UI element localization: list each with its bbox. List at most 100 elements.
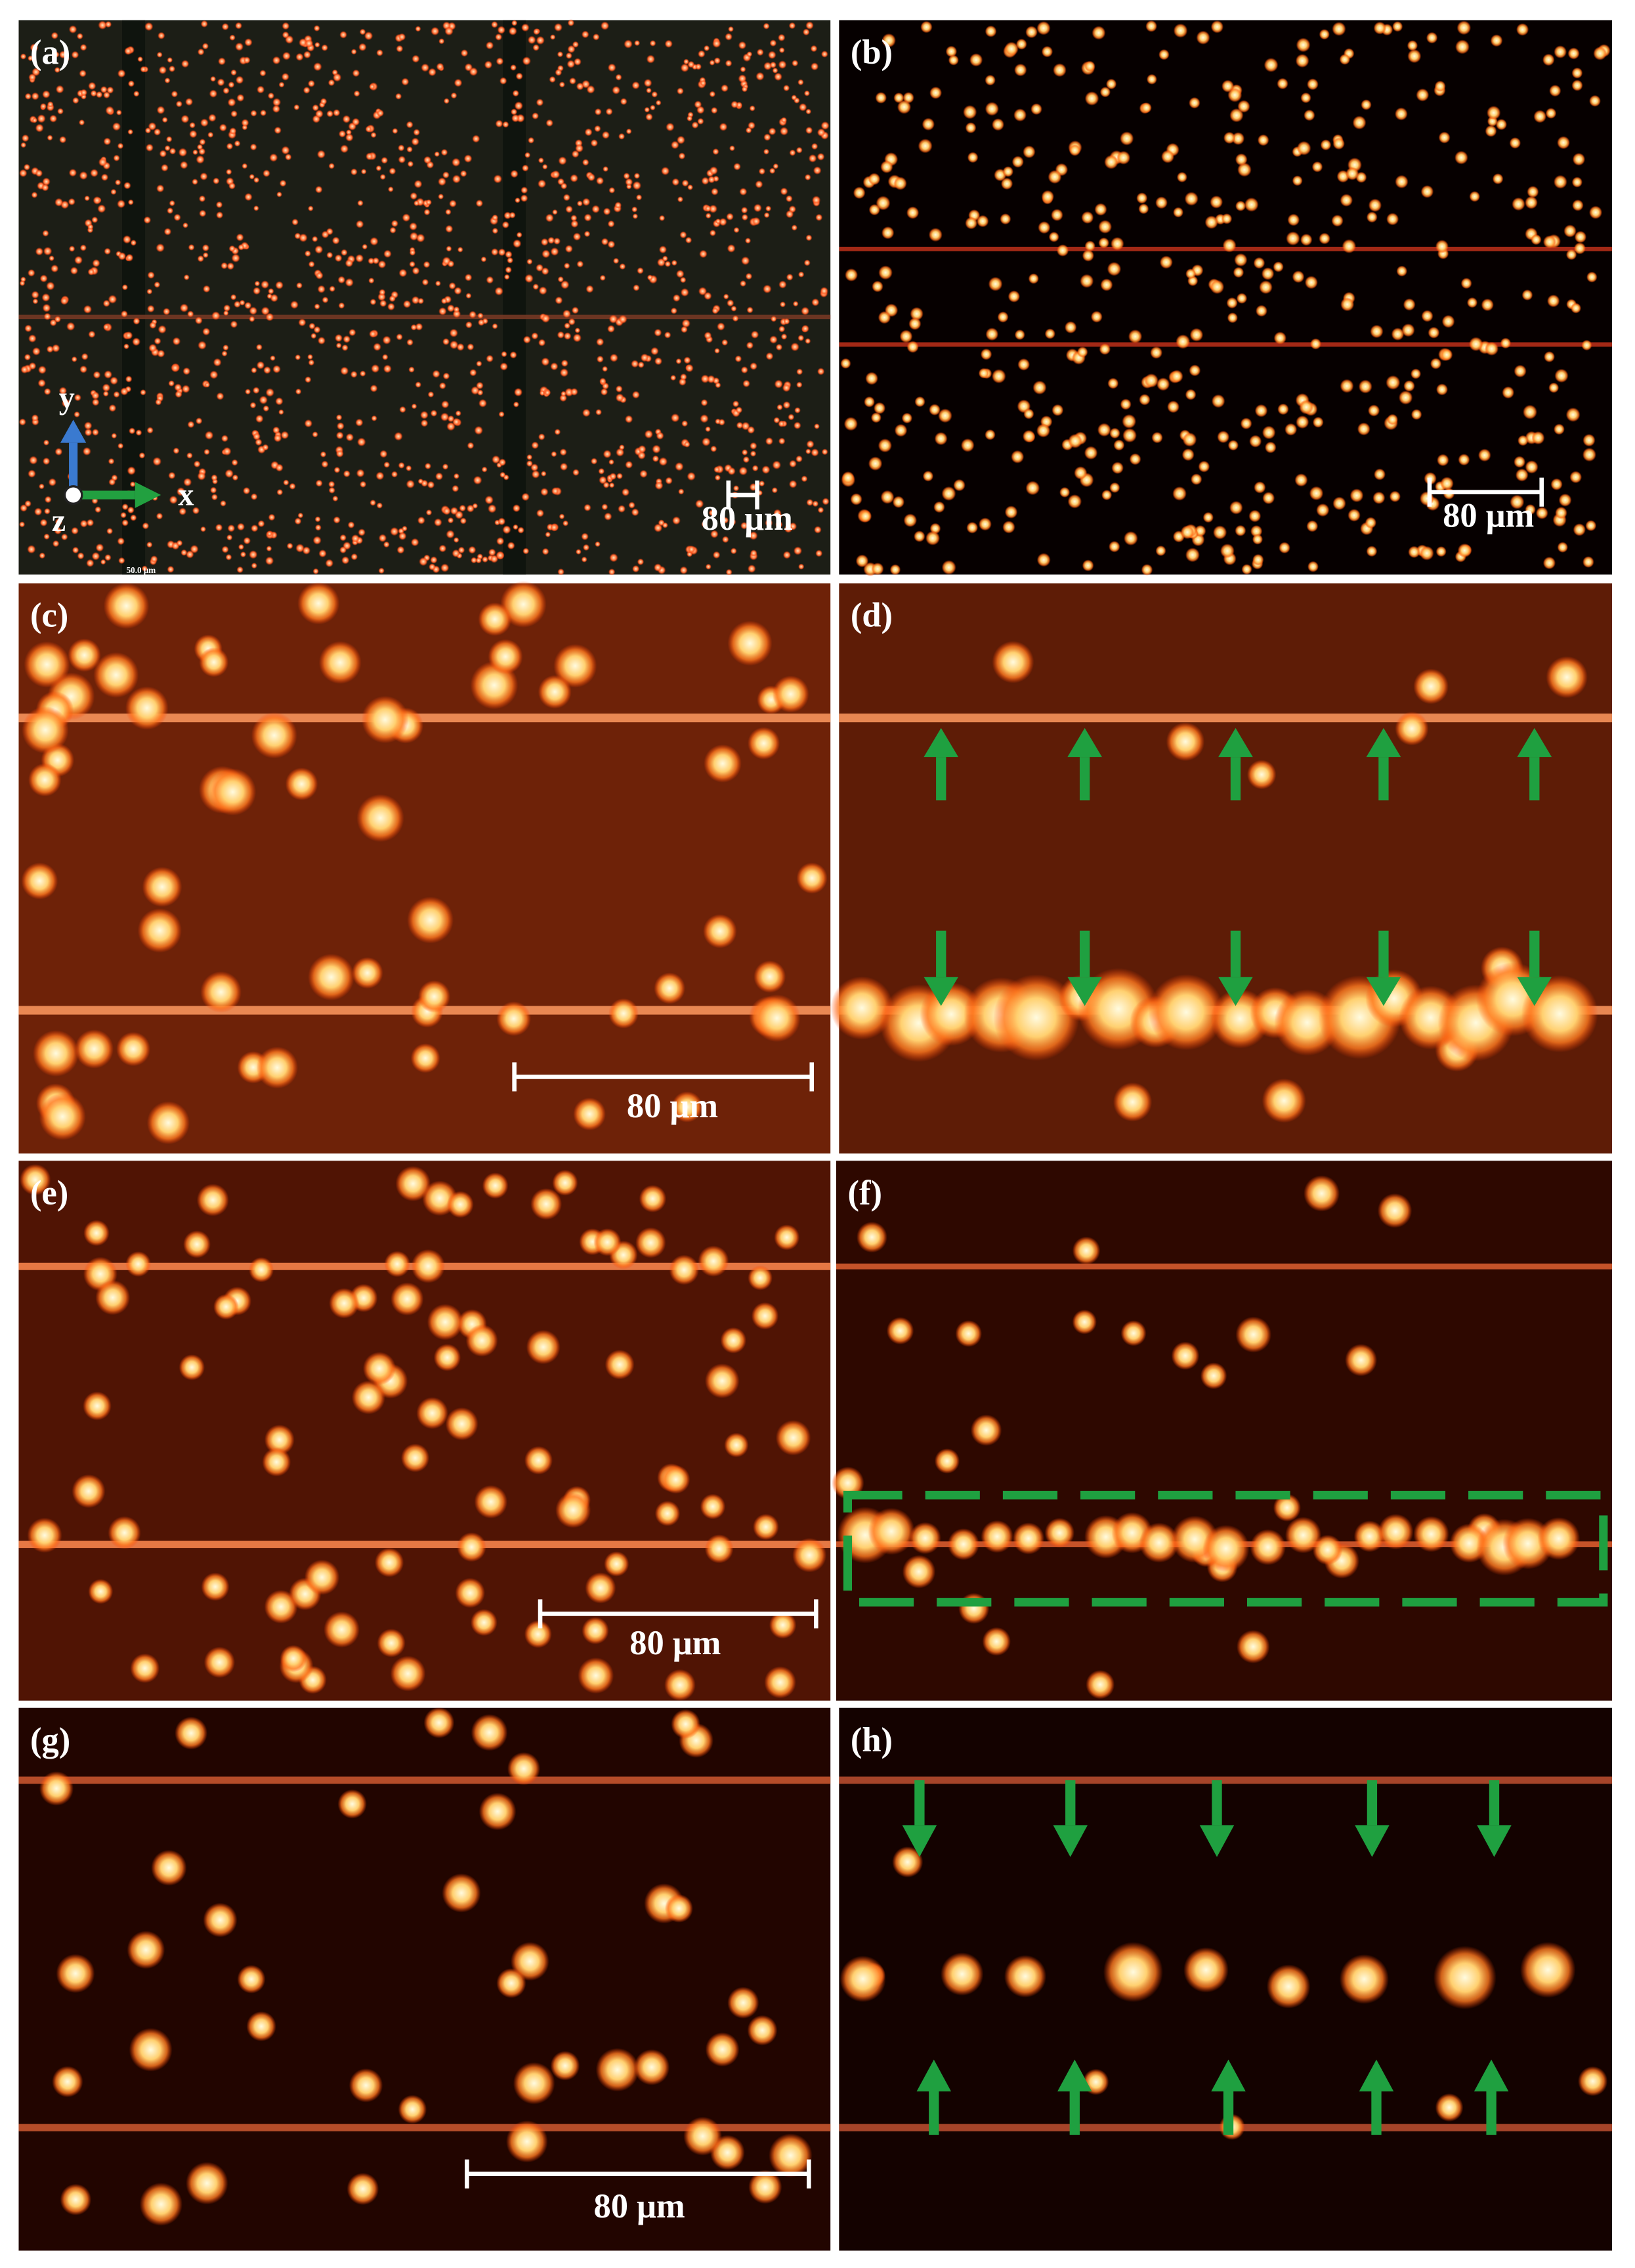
particle	[1098, 220, 1113, 234]
particle	[1172, 486, 1187, 501]
particle	[632, 181, 642, 190]
particle	[1573, 523, 1586, 536]
particle	[655, 100, 662, 106]
particle	[738, 74, 747, 83]
particle	[1072, 1236, 1101, 1265]
particle	[515, 197, 520, 203]
particle	[538, 675, 572, 709]
particle	[156, 51, 163, 58]
particle	[196, 144, 203, 150]
particle	[180, 114, 190, 123]
particle	[57, 108, 64, 115]
particle	[46, 345, 54, 353]
particle	[1236, 293, 1248, 304]
particle	[181, 60, 190, 68]
particle	[249, 143, 257, 151]
particle	[1285, 423, 1298, 436]
particle	[297, 512, 304, 519]
particle	[723, 293, 729, 300]
particle	[1004, 505, 1018, 519]
particle	[505, 250, 513, 259]
particle	[140, 66, 147, 73]
particle	[448, 282, 456, 290]
particle	[665, 477, 673, 484]
particle	[265, 388, 274, 397]
particle	[963, 105, 977, 119]
particle	[517, 526, 524, 534]
particle	[496, 1968, 526, 1998]
particle	[417, 478, 424, 484]
particle	[738, 41, 747, 50]
particle	[661, 166, 670, 176]
particle	[1546, 656, 1588, 698]
particle	[282, 22, 290, 30]
particle	[375, 471, 385, 481]
particle	[276, 191, 282, 198]
particle	[202, 244, 209, 252]
particle	[339, 534, 347, 542]
particle	[982, 1627, 1011, 1656]
particle	[415, 26, 421, 32]
particle	[221, 351, 228, 357]
particle	[1485, 341, 1499, 356]
particle	[981, 1520, 1013, 1553]
particle	[83, 421, 93, 430]
particle	[1531, 431, 1545, 445]
particle	[243, 56, 251, 64]
particle	[1113, 439, 1125, 451]
particle	[68, 638, 101, 672]
particle	[270, 293, 278, 303]
electrode-line	[18, 314, 831, 320]
particle	[117, 252, 127, 261]
particle	[345, 133, 354, 142]
particle	[446, 530, 455, 539]
particle	[268, 288, 274, 295]
particle	[39, 483, 45, 490]
particle	[784, 524, 793, 533]
particle	[484, 495, 494, 505]
particle	[221, 262, 228, 270]
particle	[625, 415, 633, 423]
particle	[108, 458, 115, 465]
particle	[1339, 54, 1351, 65]
particle	[687, 115, 693, 122]
particle	[934, 432, 948, 446]
particle	[1440, 349, 1453, 361]
particle	[715, 382, 721, 389]
particle	[978, 368, 989, 379]
particle	[604, 1551, 629, 1577]
particle	[91, 398, 100, 406]
particle	[295, 354, 301, 360]
particle	[54, 66, 60, 74]
particle	[811, 142, 818, 150]
particle	[1138, 203, 1149, 215]
particle	[463, 154, 473, 163]
particle	[219, 123, 227, 132]
particle	[225, 553, 232, 561]
particle	[637, 558, 645, 566]
particle	[250, 493, 258, 500]
particle	[1028, 273, 1039, 284]
particle	[173, 447, 180, 454]
particle	[359, 28, 366, 35]
particle	[1226, 297, 1238, 309]
particle	[607, 220, 615, 228]
particle	[19, 169, 28, 177]
particle	[600, 388, 608, 396]
particle	[130, 1653, 160, 1683]
particle	[794, 421, 801, 429]
particle	[820, 121, 830, 130]
particle	[31, 414, 39, 422]
particle	[1569, 471, 1582, 484]
particle	[756, 49, 764, 56]
particle	[156, 184, 165, 193]
particle	[142, 522, 150, 530]
particle	[658, 246, 668, 254]
particle	[442, 171, 450, 179]
particle	[449, 340, 459, 350]
particle	[1557, 136, 1570, 150]
particle	[1316, 503, 1330, 517]
particle	[272, 56, 281, 65]
particle	[133, 317, 140, 325]
particle	[628, 502, 635, 509]
